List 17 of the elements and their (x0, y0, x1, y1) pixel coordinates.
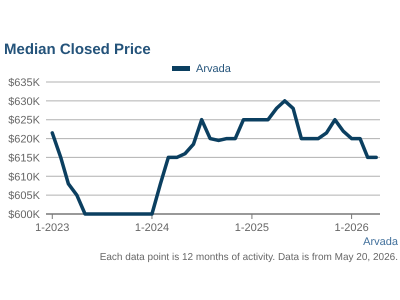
x-tick-label: 1-2023 (35, 222, 70, 234)
y-tick-label: $625K (8, 114, 41, 127)
y-tick-label: $605K (8, 190, 41, 202)
legend-label: Arvada (196, 63, 232, 75)
y-tick-label: $600K (8, 209, 41, 221)
y-tick-label: $635K (8, 77, 41, 89)
x-tick-label: 1-2025 (234, 222, 270, 234)
y-tick-label: $610K (8, 171, 41, 184)
x-tick-label: 1-2024 (134, 222, 170, 234)
chart-title: Median Closed Price (4, 41, 151, 58)
y-tick-label: $615K (8, 152, 41, 164)
x-tick-label: 1-2026 (334, 222, 369, 234)
text: Each data point is 12 months of activity. Data is from May 20, 2026. (100, 252, 398, 263)
line-series (50, 99, 378, 216)
y-tick-label: $630K (8, 96, 41, 108)
y-tick-label: $620K (8, 134, 41, 146)
x-axis-title: Arvada (363, 236, 399, 248)
